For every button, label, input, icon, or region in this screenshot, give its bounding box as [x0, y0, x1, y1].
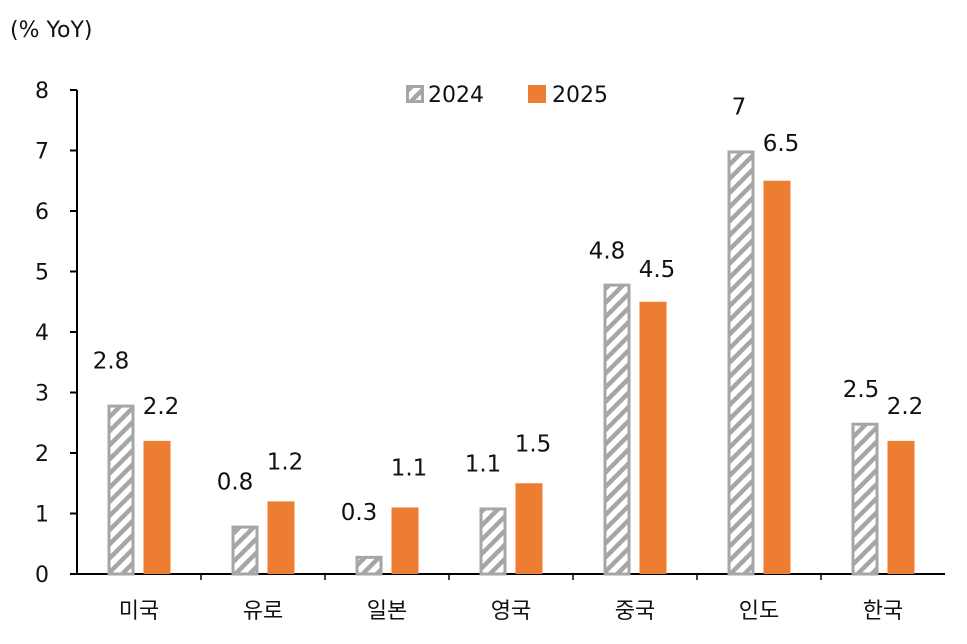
bars [107, 150, 915, 576]
bar-2025-일본 [391, 507, 419, 574]
data-label-2024: 1.1 [465, 451, 502, 477]
bar-2024-중국 [603, 283, 631, 576]
unit-label: (% YoY) [10, 18, 92, 43]
data-label-2025: 4.5 [639, 257, 676, 283]
x-tick-label: 일본 [367, 599, 407, 624]
x-tick-label: 한국 [863, 599, 903, 624]
bar-2025-한국 [887, 440, 915, 574]
bar-2024-한국 [851, 422, 879, 576]
x-tick-label: 인도 [739, 599, 779, 624]
bar-2025-영국 [515, 483, 543, 574]
legend-swatch-2025 [528, 85, 546, 103]
data-label-2024: 2.5 [843, 377, 880, 403]
y-tick-label: 0 [35, 563, 49, 588]
data-label-2025: 2.2 [143, 394, 180, 420]
y-tick-label: 7 [35, 140, 49, 165]
data-label-2024: 4.8 [589, 239, 626, 265]
data-label-2025: 1.1 [391, 455, 428, 481]
legend: 2024 2025 [406, 83, 608, 108]
y-tick-label: 2 [35, 442, 49, 467]
data-label-2024: 0.8 [217, 470, 254, 496]
bar-2024-유로 [231, 525, 259, 576]
data-labels: 2.8 2.2 0.8 1.2 0.3 1.1 1.1 1.5 4.8 4.5 7 6.5 2.5 2.2 [93, 95, 924, 526]
y-tick-label: 3 [35, 382, 49, 407]
bar-2025-유로 [267, 501, 295, 574]
data-label-2025: 1.5 [515, 431, 552, 457]
bar-2025-중국 [639, 301, 667, 574]
y-tick-label: 5 [35, 261, 49, 286]
x-tick-label: 중국 [615, 599, 655, 624]
data-label-2024: 2.8 [93, 349, 130, 375]
bar-2024-영국 [479, 507, 507, 576]
legend-label-2024: 2024 [428, 83, 484, 108]
axes: 0 1 2 3 4 5 6 7 8 미국 유로 일본 영국 중국 인도 한국 [35, 79, 945, 624]
bar-2025-인도 [763, 180, 791, 574]
x-tick-label: 미국 [119, 599, 159, 624]
bar-2024-미국 [107, 404, 135, 576]
legend-label-2025: 2025 [552, 83, 608, 108]
bar-2024-인도 [727, 150, 755, 576]
y-tick-label: 8 [35, 79, 49, 104]
data-label-2024: 7 [732, 95, 747, 121]
data-label-2024: 0.3 [341, 500, 378, 526]
data-label-2025: 6.5 [763, 131, 800, 157]
y-tick-label: 1 [35, 503, 49, 528]
data-label-2025: 1.2 [267, 449, 304, 475]
y-tick-label: 6 [35, 200, 49, 225]
bar-2024-일본 [355, 555, 383, 576]
legend-swatch-2024 [406, 85, 424, 103]
x-tick-label: 영국 [491, 599, 531, 624]
y-tick-label: 4 [35, 321, 49, 346]
x-tick-label: 유로 [243, 599, 283, 624]
bar-2025-미국 [143, 440, 171, 574]
data-label-2025: 2.2 [887, 394, 924, 420]
